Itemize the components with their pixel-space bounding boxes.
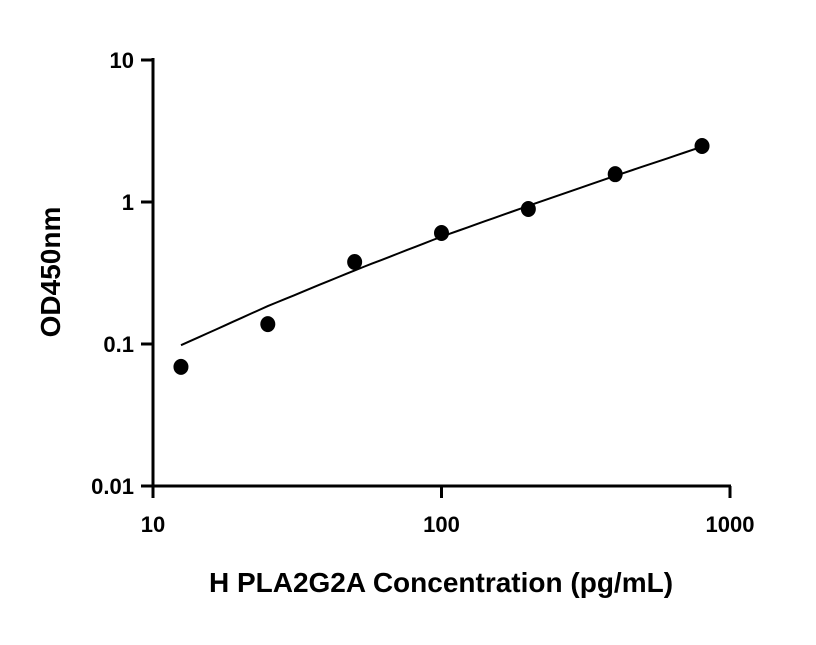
- x-tick-label: 10: [141, 512, 165, 537]
- data-point: [607, 166, 623, 183]
- y-tick-label: 10: [110, 48, 134, 73]
- y-tick-label: 1: [122, 190, 134, 215]
- data-point: [520, 200, 536, 217]
- data-point: [434, 224, 449, 241]
- x-tick-label: 100: [423, 512, 460, 537]
- data-point: [694, 137, 710, 154]
- data-point: [347, 253, 363, 270]
- fit-curve: [180, 145, 703, 347]
- x-axis-label: H PLA2G2A Concentration (pg/mL): [209, 567, 673, 598]
- data-point: [260, 316, 276, 333]
- x-tick-label: 1000: [706, 512, 755, 537]
- axes: [151, 58, 731, 488]
- y-tick-label: 0.01: [91, 474, 134, 499]
- y-axis-label: OD450nm: [35, 207, 66, 338]
- data-point: [173, 358, 189, 375]
- y-tick-label: 0.1: [103, 332, 134, 357]
